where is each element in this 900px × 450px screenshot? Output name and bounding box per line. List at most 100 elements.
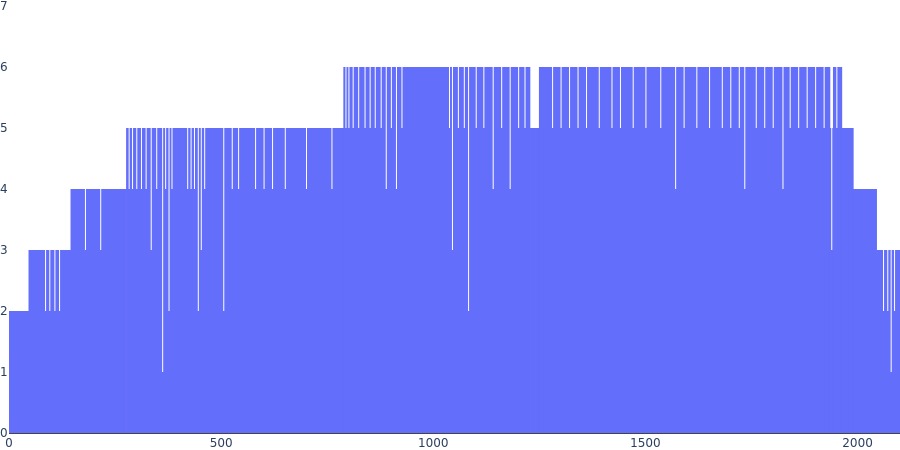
bar-gap-45	[451, 67, 453, 250]
bar-gap-78	[782, 67, 784, 189]
bar-gap-62	[611, 67, 613, 128]
bar-gap-34	[352, 67, 354, 128]
bar-gap-43	[401, 67, 403, 128]
bar-segment-11	[876, 250, 900, 433]
bar-gap-12	[156, 128, 158, 189]
bar-gap-76	[764, 67, 766, 128]
bar-gap-39	[380, 67, 382, 128]
bar-gap-59	[577, 67, 579, 128]
bar-segment-4	[343, 67, 531, 433]
bar-gap-50	[483, 67, 485, 128]
gaps-layer	[45, 67, 896, 372]
bar-gap-25	[238, 128, 240, 189]
bar-gap-79	[789, 67, 791, 128]
bar-gap-41	[390, 67, 392, 128]
bar-gap-74	[744, 67, 746, 189]
bar-gap-82	[815, 67, 817, 128]
bar-gap-42	[395, 67, 397, 189]
bar-gap-0	[45, 250, 47, 311]
bar-gap-89	[894, 250, 896, 311]
bar-gap-23	[223, 128, 225, 311]
bar-gap-1	[49, 250, 51, 311]
bar-gap-65	[645, 67, 647, 128]
bar-gap-33	[348, 67, 350, 128]
bar-gap-72	[730, 67, 732, 128]
x-tick-label-0: 0	[5, 436, 13, 450]
x-axis-ticks: 0 500 1000 1500 2000	[5, 436, 873, 450]
bar-gap-84	[831, 128, 833, 250]
bar-gap-53	[509, 67, 511, 189]
bar-gap-66	[660, 67, 662, 128]
bar-gap-3	[59, 250, 61, 311]
bar-segment-3	[126, 128, 344, 433]
bar-gap-48	[468, 67, 470, 311]
bar-gap-32	[345, 67, 347, 128]
bar-gap-19	[193, 128, 195, 189]
bar-gap-54	[518, 67, 520, 128]
x-tick-label-2: 1000	[418, 436, 449, 450]
bar-gap-77	[772, 67, 774, 128]
bar-gap-67	[675, 67, 677, 189]
bar-gap-40	[385, 67, 387, 189]
bar-gap-60	[586, 67, 588, 128]
bar-gap-15	[168, 128, 170, 311]
bar-gap-24	[231, 128, 233, 189]
bar-gap-85	[836, 67, 838, 128]
bar-gap-47	[463, 67, 465, 128]
bar-segment-7	[829, 128, 834, 433]
bar-gap-21	[200, 128, 202, 250]
bar-gap-27	[263, 128, 265, 189]
bar-gap-69	[696, 67, 698, 128]
bar-gap-52	[501, 67, 503, 128]
bar-gap-26	[255, 128, 257, 189]
bar-gap-81	[806, 67, 808, 128]
bar-gap-2	[54, 250, 56, 311]
bar-gap-44	[448, 67, 450, 128]
bar-gap-58	[569, 67, 571, 128]
bar-gap-88	[890, 250, 892, 372]
bar-gap-56	[552, 67, 554, 128]
bar-gap-7	[132, 128, 134, 189]
y-tick-label-6: 6	[0, 60, 8, 74]
bar-gap-57	[560, 67, 562, 128]
bar-gap-14	[165, 128, 167, 189]
y-tick-label-7: 7	[0, 0, 8, 13]
bar-gap-5	[100, 189, 102, 250]
y-axis-ticks: 0 1 2 3 4 5 6 7	[0, 0, 8, 440]
bar-gap-36	[364, 67, 366, 128]
y-tick-label-4: 4	[0, 182, 8, 196]
bar-gap-9	[140, 128, 142, 189]
y-tick-label-2: 2	[0, 304, 8, 318]
bar-gap-71	[721, 67, 723, 128]
bar-gap-22	[204, 128, 206, 189]
bar-gap-51	[492, 67, 494, 189]
bar-gap-30	[306, 128, 307, 189]
bar-gap-68	[683, 67, 685, 128]
y-tick-label-3: 3	[0, 243, 8, 257]
bar-gap-83	[823, 67, 825, 128]
bar-gap-20	[197, 128, 199, 311]
x-tick-label-4: 2000	[842, 436, 873, 450]
bar-segment-0	[9, 311, 29, 433]
bar-segment-9	[841, 128, 854, 433]
bar-gap-13	[162, 128, 164, 372]
bar-gap-61	[598, 67, 600, 128]
bar-gap-29	[284, 128, 286, 189]
bar-gap-10	[145, 128, 147, 189]
bar-gap-16	[171, 128, 173, 189]
bar-gap-6	[128, 128, 130, 189]
bar-segment-8	[832, 67, 843, 433]
bar-gap-73	[738, 67, 740, 128]
bar-gap-86	[883, 250, 885, 311]
y-tick-label-1: 1	[0, 365, 8, 379]
bar-gap-70	[709, 67, 711, 128]
bar-gap-8	[136, 128, 138, 189]
bar-gap-31	[331, 128, 333, 189]
bar-gap-11	[150, 128, 152, 250]
bar-gap-37	[369, 67, 371, 128]
bar-gap-64	[632, 67, 634, 128]
x-tick-label-3: 1500	[630, 436, 661, 450]
bar-gap-55	[524, 67, 526, 128]
